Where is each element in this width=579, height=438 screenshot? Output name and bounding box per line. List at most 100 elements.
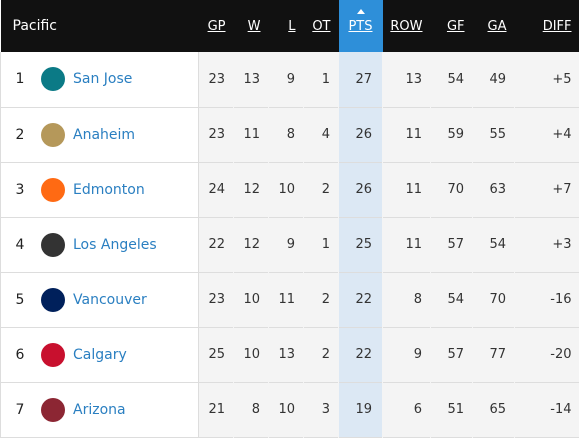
stat-cell: 10 bbox=[268, 382, 304, 437]
stat-cell: 2 bbox=[303, 162, 339, 217]
stat-cell: 70 bbox=[472, 272, 515, 327]
team-cell: 6 Calgary bbox=[0, 327, 199, 383]
team-cell: 1 San Jose bbox=[0, 52, 199, 108]
column-header[interactable]: GP bbox=[199, 0, 234, 52]
column-header[interactable]: OT bbox=[304, 0, 339, 52]
team-row: 5 Vancouver 23 10 11 2 22 8 54 70 -16 bbox=[0, 272, 579, 328]
team-row: 2 Anaheim 23 11 8 4 26 11 59 55 +4 bbox=[0, 107, 579, 163]
team-name[interactable]: Anaheim bbox=[73, 126, 136, 143]
rank: 2 bbox=[15, 126, 25, 143]
team-row: 3 Edmonton 24 12 10 2 26 11 70 63 +7 bbox=[0, 162, 579, 218]
stat-cell: 57 bbox=[430, 217, 473, 272]
stat-cell: 65 bbox=[472, 382, 515, 437]
team-row: 1 San Jose 23 13 9 1 27 13 54 49 +5 bbox=[0, 52, 579, 108]
team-name[interactable]: Vancouver bbox=[73, 291, 147, 308]
stat-cell: 25 bbox=[338, 217, 383, 272]
stat-cell: 13 bbox=[382, 52, 431, 107]
stat-cell: 10 bbox=[233, 272, 269, 327]
stat-cell: 11 bbox=[233, 107, 269, 162]
team-cell: 3 Edmonton bbox=[0, 162, 199, 218]
stat-cell: -16 bbox=[514, 272, 579, 327]
stat-cell: 12 bbox=[233, 162, 269, 217]
stat-cell: 22 bbox=[338, 272, 383, 327]
stat-cell: 26 bbox=[338, 107, 383, 162]
team-logo bbox=[41, 122, 65, 147]
stat-cell: 8 bbox=[268, 107, 304, 162]
team-cell: 2 Anaheim bbox=[0, 107, 199, 163]
column-label[interactable]: L bbox=[288, 18, 296, 34]
column-header[interactable]: GF bbox=[431, 0, 473, 52]
column-label[interactable]: PTS bbox=[348, 18, 373, 34]
table-body: 1 San Jose 23 13 9 1 27 13 54 49 +5 2 Anaheim 23 11 8 4 2… bbox=[0, 52, 579, 438]
stat-cell: 4 bbox=[303, 107, 339, 162]
stat-cell: 49 bbox=[472, 52, 515, 107]
stat-cell: 2 bbox=[303, 272, 339, 327]
stat-cell: 13 bbox=[233, 52, 269, 107]
column-label[interactable]: GP bbox=[207, 18, 226, 34]
stat-cell: 23 bbox=[198, 272, 234, 327]
column-label[interactable]: GF bbox=[446, 18, 465, 34]
stat-cell: 10 bbox=[233, 327, 269, 382]
rank: 7 bbox=[15, 401, 25, 418]
team-row: 4 Los Angeles 22 12 9 1 25 11 57 54 +3 bbox=[0, 217, 579, 273]
column-label[interactable]: OT bbox=[312, 18, 331, 34]
stat-cell: 59 bbox=[430, 107, 473, 162]
team-name[interactable]: San Jose bbox=[73, 71, 133, 88]
stat-cell: 55 bbox=[472, 107, 515, 162]
column-header[interactable]: GA bbox=[473, 0, 515, 52]
column-header[interactable]: ROW bbox=[383, 0, 431, 52]
team-cell: 7 Arizona bbox=[0, 382, 199, 438]
stat-cell: +5 bbox=[514, 52, 579, 107]
stat-cell: 27 bbox=[338, 52, 383, 107]
column-header[interactable]: L bbox=[269, 0, 304, 52]
stat-cell: 21 bbox=[198, 382, 234, 437]
rank: 4 bbox=[15, 236, 25, 253]
stat-cell: +3 bbox=[514, 217, 579, 272]
column-header[interactable]: PTS bbox=[338, 0, 383, 52]
stat-cell: 1 bbox=[303, 217, 339, 272]
column-header[interactable]: DIFF bbox=[515, 0, 579, 52]
stat-cell: 1 bbox=[303, 52, 339, 107]
column-header[interactable]: W bbox=[234, 0, 269, 52]
rank: 5 bbox=[15, 291, 25, 308]
stat-cell: 54 bbox=[430, 272, 473, 327]
column-label[interactable]: DIFF bbox=[542, 18, 572, 34]
stat-cell: 22 bbox=[198, 217, 234, 272]
stat-cell: 26 bbox=[338, 162, 383, 217]
stat-cell: 8 bbox=[233, 382, 269, 437]
stat-cell: 25 bbox=[198, 327, 234, 382]
stat-cell: -14 bbox=[514, 382, 579, 437]
stat-cell: 54 bbox=[430, 52, 473, 107]
stat-cell: 22 bbox=[338, 327, 383, 382]
team-name[interactable]: Calgary bbox=[73, 346, 127, 363]
team-name[interactable]: Edmonton bbox=[73, 181, 145, 198]
stat-cell: 54 bbox=[472, 217, 515, 272]
stat-cell: 57 bbox=[430, 327, 473, 382]
column-label[interactable]: W bbox=[247, 18, 261, 34]
stat-cell: 19 bbox=[338, 382, 383, 437]
stat-cell: 9 bbox=[268, 217, 304, 272]
stat-cell: -20 bbox=[514, 327, 579, 382]
stat-cell: 11 bbox=[382, 217, 431, 272]
rank: 3 bbox=[15, 181, 25, 198]
team-logo bbox=[41, 397, 65, 422]
team-name[interactable]: Los Angeles bbox=[73, 236, 157, 253]
team-name[interactable]: Arizona bbox=[73, 401, 126, 418]
stat-cell: 10 bbox=[268, 162, 304, 217]
stat-cell: 11 bbox=[268, 272, 304, 327]
team-cell: 5 Vancouver bbox=[0, 272, 199, 328]
stat-cell: 77 bbox=[472, 327, 515, 382]
column-label[interactable]: GA bbox=[487, 18, 507, 34]
rank: 1 bbox=[15, 71, 25, 88]
stat-cell: 12 bbox=[233, 217, 269, 272]
team-cell: 4 Los Angeles bbox=[0, 217, 199, 273]
column-label[interactable]: ROW bbox=[390, 18, 423, 34]
stat-cell: 11 bbox=[382, 107, 431, 162]
header-row: Pacific GP W L OT PTS ROW GF GA DIFF bbox=[0, 0, 579, 52]
division-name: Pacific bbox=[12, 18, 58, 34]
stat-cell: 3 bbox=[303, 382, 339, 437]
team-row: 7 Arizona 21 8 10 3 19 6 51 65 -14 bbox=[0, 382, 579, 438]
stat-cell: 8 bbox=[382, 272, 431, 327]
stat-cell: 11 bbox=[382, 162, 431, 217]
